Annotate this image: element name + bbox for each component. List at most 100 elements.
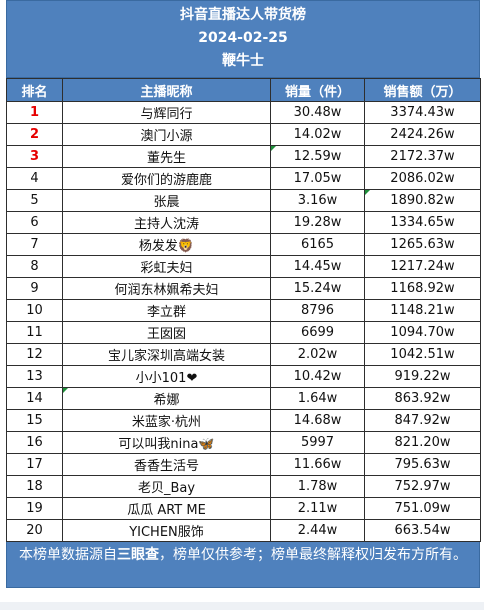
revenue-cell: 1334.65w <box>364 211 481 234</box>
streamer-name-cell: 杨发发🦁 <box>62 233 271 256</box>
streamer-name-cell: 李立群 <box>62 299 271 322</box>
revenue-cell: 1217.24w <box>364 255 481 278</box>
revenue-cell: 2172.37w <box>364 145 481 168</box>
revenue-cell: 1168.92w <box>364 277 481 300</box>
revenue-cell: 863.92w <box>364 387 481 410</box>
table-row: 19 瓜瓜 ART ME 2.11w 751.09w <box>6 497 481 520</box>
ranking-title: 抖音直播达人带货榜 <box>180 7 306 23</box>
sales-cell: 14.68w <box>270 409 365 432</box>
table-row: 15 米蓝家·杭州 14.68w 847.92w <box>6 409 481 432</box>
table-row: 12 宝儿家深圳高端女装 2.02w 1042.51w <box>6 343 481 366</box>
sales-cell: 2.44w <box>270 519 365 542</box>
revenue-cell: 847.92w <box>364 409 481 432</box>
disclaimer-text-start: 本榜单数据源自 <box>19 547 117 563</box>
streamer-name-cell: 小小101❤ <box>62 365 271 388</box>
sales-cell: 2.02w <box>270 343 365 366</box>
ranking-date: 2024-02-25 <box>198 30 288 46</box>
rank-cell: 7 <box>6 233 63 256</box>
streamer-name-cell: 澳门小源 <box>62 123 271 146</box>
rank-cell: 19 <box>6 497 63 520</box>
sales-cell: 17.05w <box>270 167 365 190</box>
table-row: 8 彩虹夫妇 14.45w 1217.24w <box>6 255 481 278</box>
table-header-row: 排名 主播昵称 销量（件） 销售额（万） <box>6 78 481 102</box>
rank-cell: 6 <box>6 211 63 234</box>
table-row: 1 与辉同行 30.48w 3374.43w <box>6 101 481 124</box>
rank-cell: 13 <box>6 365 63 388</box>
revenue-cell: 663.54w <box>364 519 481 542</box>
sales-cell: 6165 <box>270 233 365 256</box>
table-row: 20 YICHEN服饰 2.44w 663.54w <box>6 519 481 542</box>
revenue-cell: 3374.43w <box>364 101 481 124</box>
streamer-name-cell: 何润东林姵希夫妇 <box>62 277 271 300</box>
sales-cell: 3.16w <box>270 189 365 212</box>
column-header-revenue: 销售额（万） <box>364 78 481 102</box>
rank-cell: 9 <box>6 277 63 300</box>
table-row: 10 李立群 8796 1148.21w <box>6 299 481 322</box>
sales-cell: 2.11w <box>270 497 365 520</box>
table-row: 3 董先生 12.59w 2172.37w <box>6 145 481 168</box>
streamer-name-cell: 王囡囡 <box>62 321 271 344</box>
sales-cell: 19.28w <box>270 211 365 234</box>
revenue-cell: 1148.21w <box>364 299 481 322</box>
table-row: 9 何润东林姵希夫妇 15.24w 1168.92w <box>6 277 481 300</box>
revenue-cell: 751.09w <box>364 497 481 520</box>
sales-cell: 10.42w <box>270 365 365 388</box>
table-row: 13 小小101❤ 10.42w 919.22w <box>6 365 481 388</box>
table-row: 5 张晨 3.16w 1890.82w <box>6 189 481 212</box>
rank-cell: 17 <box>6 453 63 476</box>
streamer-name-cell: 可以叫我nina🦋 <box>62 431 271 454</box>
table-row: 14 希娜 1.64w 863.92w <box>6 387 481 410</box>
column-header-sales: 销量（件） <box>270 78 365 102</box>
sales-cell: 15.24w <box>270 277 365 300</box>
streamer-name-cell: 香香生活号 <box>62 453 271 476</box>
sales-cell: 30.48w <box>270 101 365 124</box>
sales-cell: 1.78w <box>270 475 365 498</box>
streamer-name-cell: 与辉同行 <box>62 101 271 124</box>
streamer-name-cell: 米蓝家·杭州 <box>62 409 271 432</box>
sales-cell: 5997 <box>270 431 365 454</box>
ranking-source: 鞭牛士 <box>222 53 264 69</box>
ranking-header: 抖音直播达人带货榜 2024-02-25 鞭牛士 <box>6 0 480 78</box>
table-row: 11 王囡囡 6699 1094.70w <box>6 321 481 344</box>
sales-cell: 11.66w <box>270 453 365 476</box>
sales-cell: 12.59w <box>270 145 365 168</box>
table-row: 2 澳门小源 14.02w 2424.26w <box>6 123 481 146</box>
streamer-name-cell: 宝儿家深圳高端女装 <box>62 343 271 366</box>
streamer-name-cell: 董先生 <box>62 145 271 168</box>
rank-cell: 2 <box>6 123 63 146</box>
sales-cell: 6699 <box>270 321 365 344</box>
sales-cell: 14.02w <box>270 123 365 146</box>
data-source-name: 三眼查 <box>117 547 159 563</box>
streamer-name-cell: 彩虹夫妇 <box>62 255 271 278</box>
table-row: 16 可以叫我nina🦋 5997 821.20w <box>6 431 481 454</box>
table-row: 7 杨发发🦁 6165 1265.63w <box>6 233 481 256</box>
table-row: 6 主持人沈涛 19.28w 1334.65w <box>6 211 481 234</box>
rank-cell: 3 <box>6 145 63 168</box>
streamer-name-cell: 希娜 <box>62 387 271 410</box>
table-row: 17 香香生活号 11.66w 795.63w <box>6 453 481 476</box>
rank-cell: 1 <box>6 101 63 124</box>
bottom-strip <box>0 602 484 610</box>
table-row: 4 爱你们的游鹿鹿 17.05w 2086.02w <box>6 167 481 190</box>
streamer-name-cell: 张晨 <box>62 189 271 212</box>
revenue-cell: 1094.70w <box>364 321 481 344</box>
streamer-name-cell: 爱你们的游鹿鹿 <box>62 167 271 190</box>
rank-cell: 16 <box>6 431 63 454</box>
revenue-cell: 1265.63w <box>364 233 481 256</box>
streamer-name-cell: YICHEN服饰 <box>62 519 271 542</box>
revenue-cell: 821.20w <box>364 431 481 454</box>
rank-cell: 14 <box>6 387 63 410</box>
streamer-name-cell: 瓜瓜 ART ME <box>62 497 271 520</box>
revenue-cell: 1042.51w <box>364 343 481 366</box>
revenue-cell: 795.63w <box>364 453 481 476</box>
rank-cell: 20 <box>6 519 63 542</box>
column-header-rank: 排名 <box>6 78 63 102</box>
rank-cell: 10 <box>6 299 63 322</box>
table-row: 18 老贝_Bay 1.78w 752.97w <box>6 475 481 498</box>
column-header-name: 主播昵称 <box>62 78 271 102</box>
revenue-cell: 2086.02w <box>364 167 481 190</box>
rank-cell: 15 <box>6 409 63 432</box>
ranking-table: 排名 主播昵称 销量（件） 销售额（万） 1 与辉同行 30.48w 3374.… <box>6 78 481 542</box>
rank-cell: 11 <box>6 321 63 344</box>
rank-cell: 18 <box>6 475 63 498</box>
